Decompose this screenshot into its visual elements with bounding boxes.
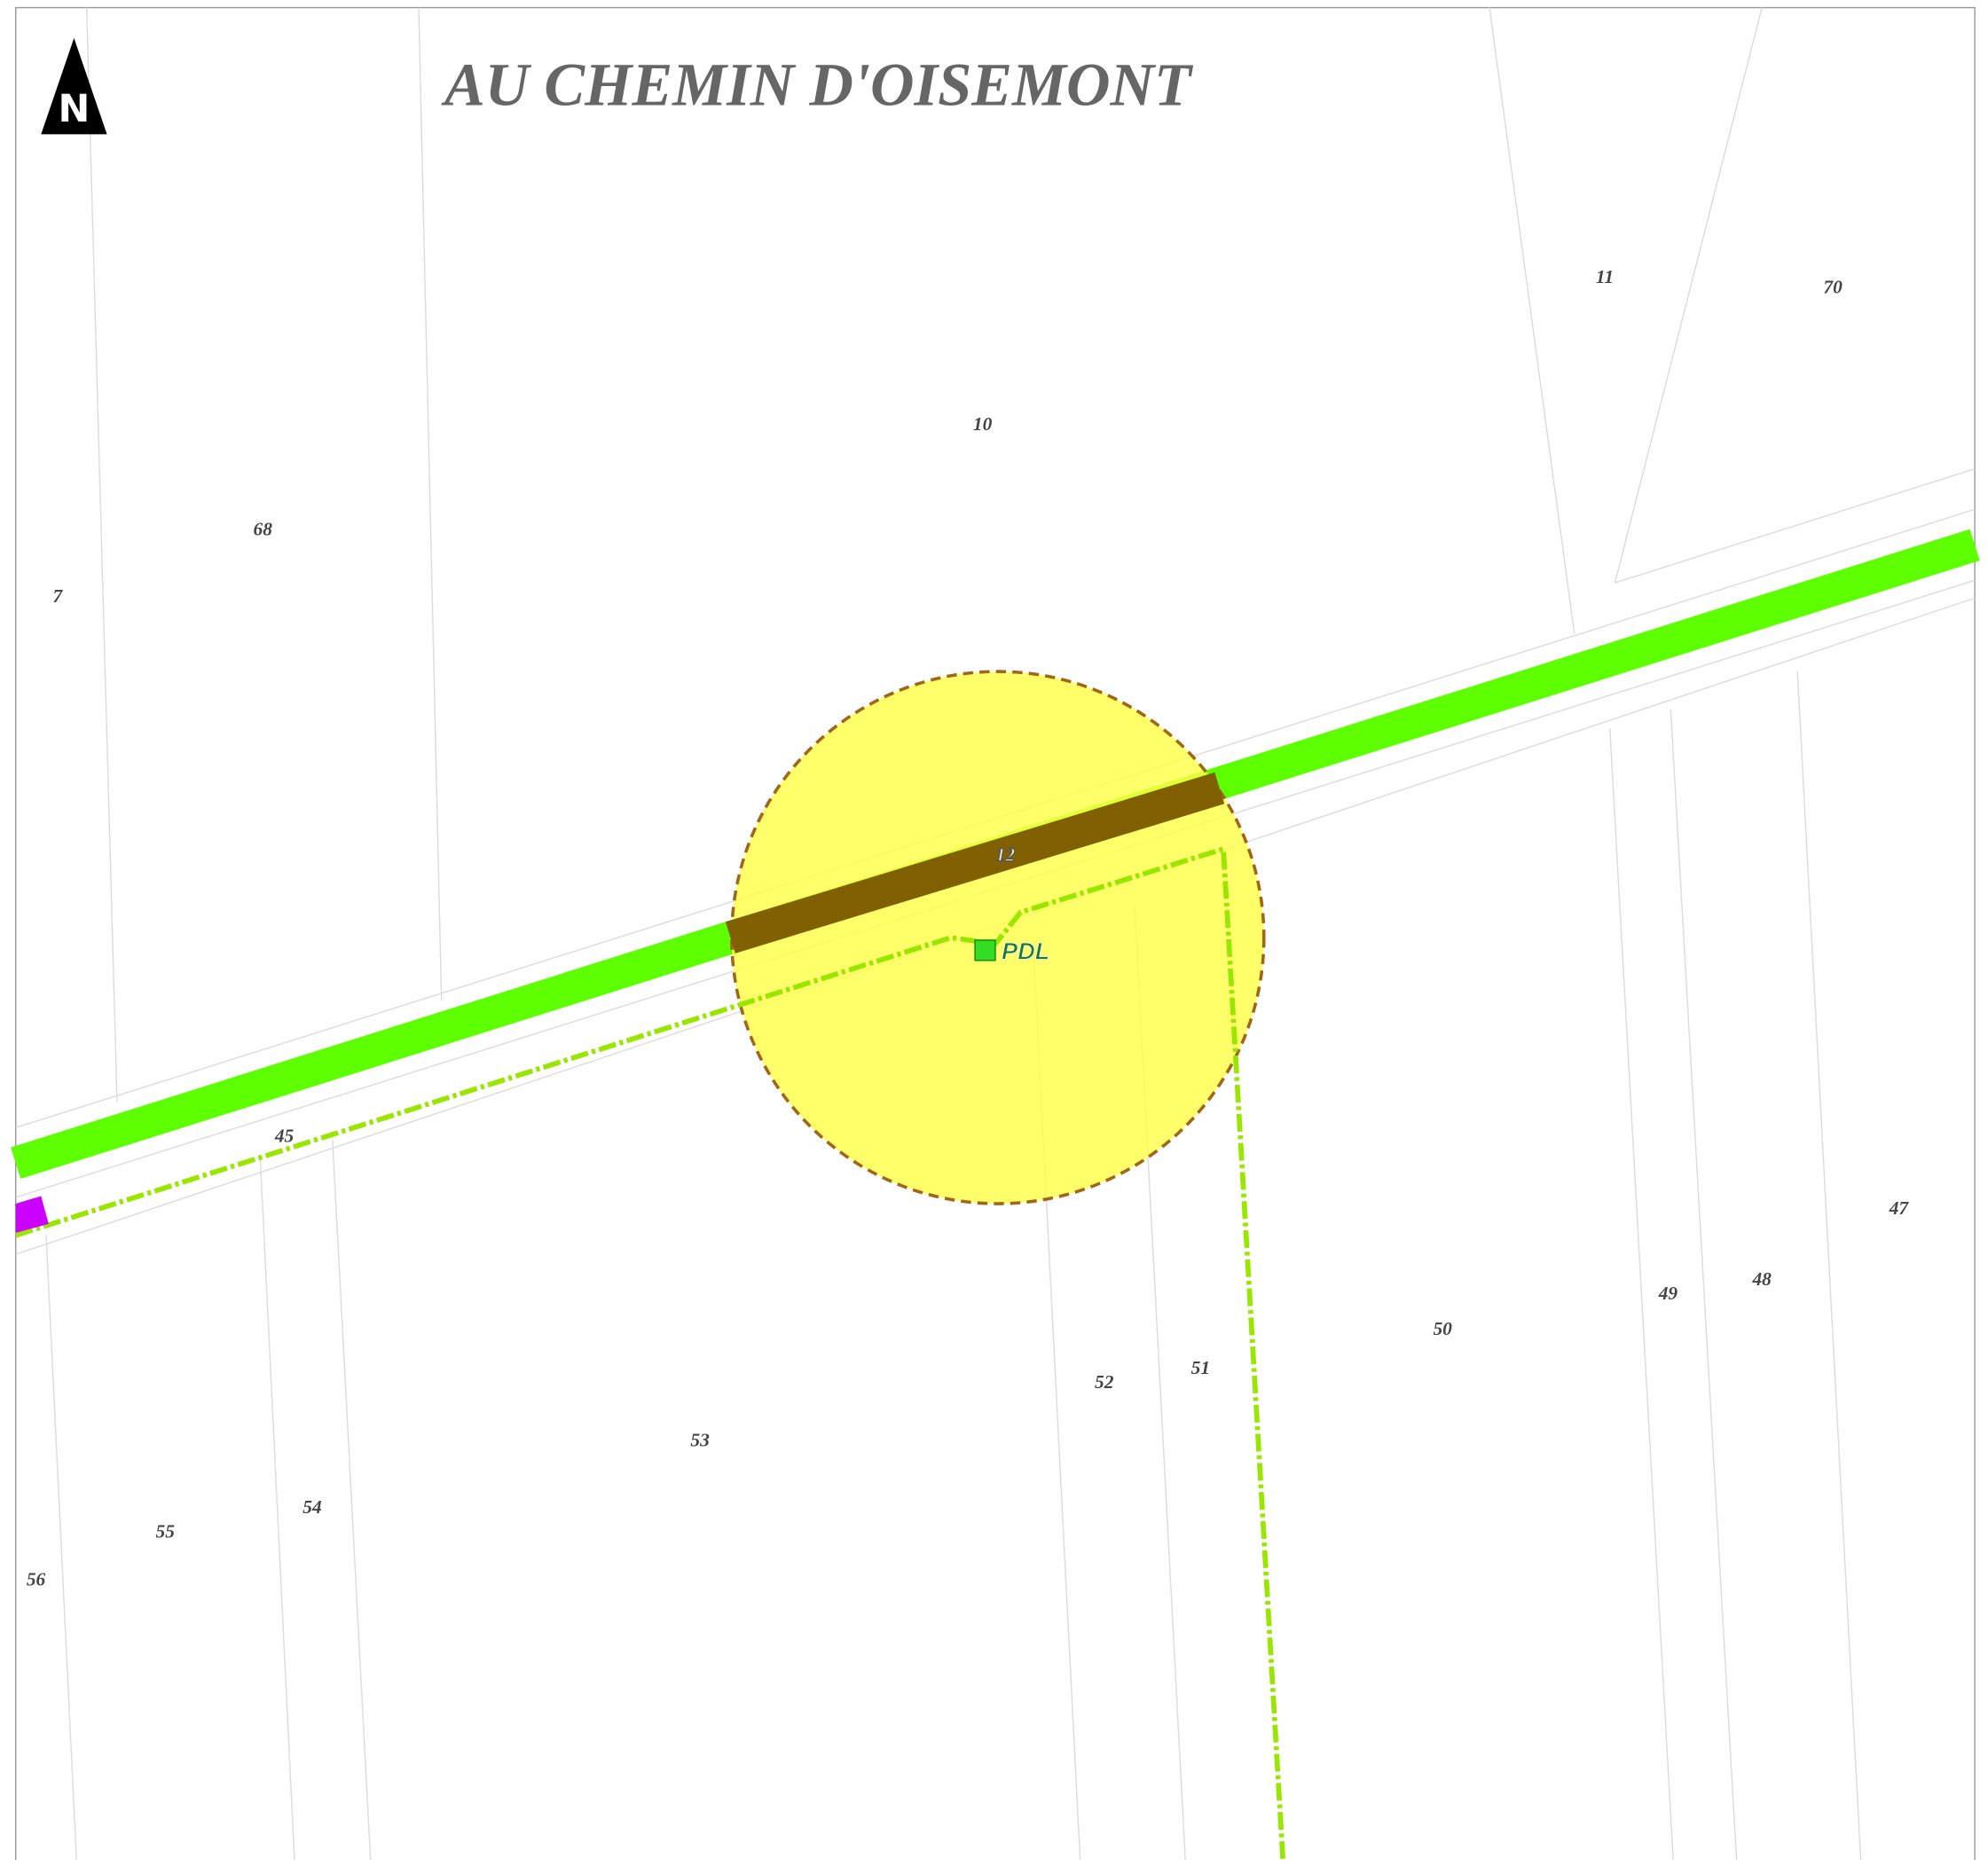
parcel-label: 47 — [1889, 1197, 1910, 1219]
parcel-label: 49 — [1658, 1283, 1678, 1304]
parcel-label: 7 — [53, 585, 64, 607]
parcel-label: 54 — [303, 1496, 322, 1518]
parcel-label: 56 — [27, 1569, 46, 1590]
parcel-label: 70 — [1823, 277, 1843, 298]
north-label: N — [58, 87, 90, 131]
parcel-lines — [15, 7, 1976, 1860]
parcel-label: 11 — [1596, 266, 1614, 287]
north-arrow: N — [41, 37, 107, 135]
parcel-label: 48 — [1751, 1268, 1772, 1290]
parcel-label: 51 — [1191, 1357, 1210, 1378]
parcel-label: 50 — [1433, 1318, 1452, 1339]
map-title: AU CHEMIN D'OISEMONT — [441, 51, 1194, 119]
parcel-label: 45 — [274, 1126, 295, 1147]
parcel-label: 55 — [156, 1520, 176, 1542]
parcel-label: 52 — [1095, 1371, 1114, 1393]
parcel-label: 53 — [690, 1430, 710, 1451]
purple-feature — [15, 1196, 49, 1233]
north-arrow-shape — [41, 37, 107, 135]
parcel-labels: 11 70 10 68 7 45 47 49 48 50 52 51 53 54 55 56 — [27, 266, 1910, 1589]
road-segment — [725, 772, 1225, 954]
road-label: 12 — [996, 844, 1016, 866]
pdl-label: PDL — [1002, 937, 1049, 964]
cable-route — [14, 845, 1286, 1860]
pdl-marker — [974, 939, 996, 961]
parcel-label: 10 — [973, 413, 993, 435]
parcel-label: 68 — [254, 518, 273, 539]
